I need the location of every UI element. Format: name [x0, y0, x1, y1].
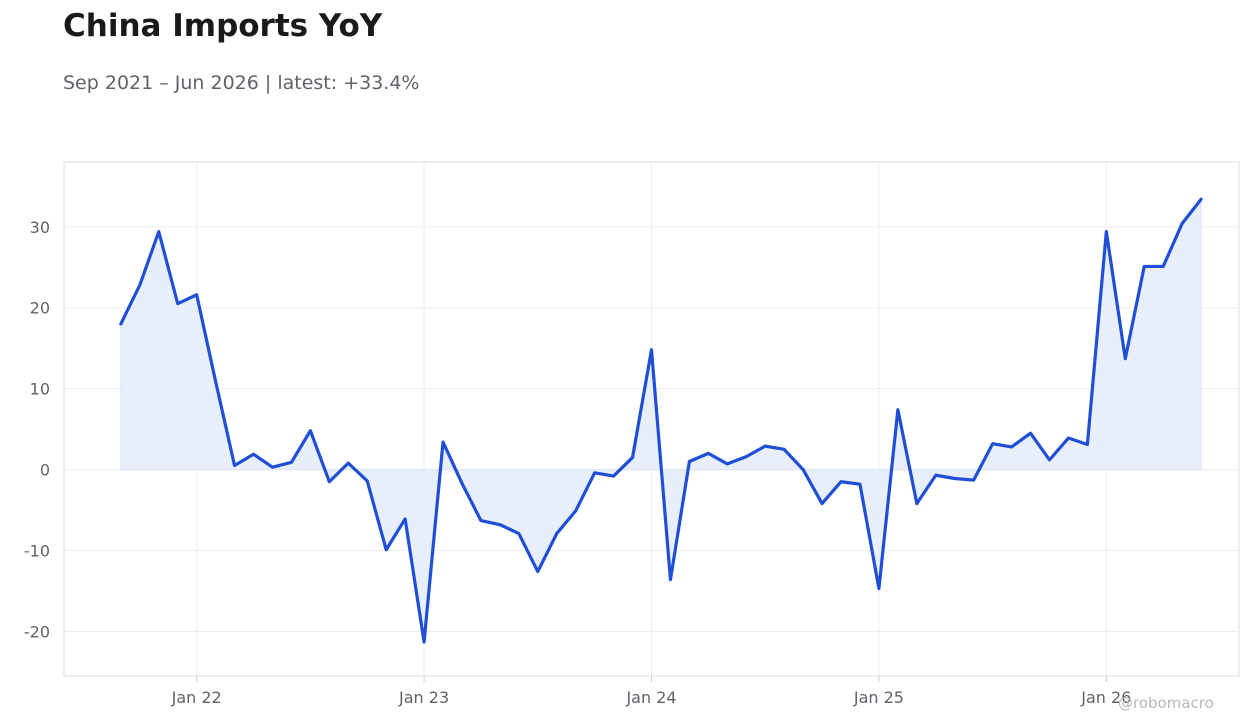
watermark: @robomacro	[1118, 694, 1214, 712]
data-point	[120, 323, 122, 325]
data-point	[764, 445, 766, 447]
data-point	[252, 453, 254, 455]
data-point	[991, 442, 993, 444]
data-point	[271, 466, 273, 468]
y-tick-label: -10	[24, 542, 50, 561]
series-area-fill	[120, 197, 1202, 643]
x-tick-label: Jan 26	[1080, 688, 1131, 707]
data-point	[556, 532, 558, 534]
data-point	[897, 408, 899, 410]
series-line	[119, 197, 1203, 644]
data-point	[177, 302, 179, 304]
data-point	[935, 474, 937, 476]
data-point	[423, 641, 425, 643]
x-tick-label: Jan 23	[398, 688, 449, 707]
data-point	[1162, 265, 1164, 267]
data-point	[840, 481, 842, 483]
data-point	[821, 502, 823, 504]
data-point	[593, 472, 595, 474]
data-point	[707, 452, 709, 454]
chart-subtitle: Sep 2021 – Jun 2026 | latest: +33.4%	[63, 72, 420, 94]
data-point	[309, 430, 311, 432]
data-point	[1200, 198, 1202, 200]
data-point	[669, 578, 671, 580]
x-tick-label: Jan 25	[853, 688, 904, 707]
data-point	[726, 463, 728, 465]
data-point	[972, 479, 974, 481]
x-tick-label: Jan 24	[625, 688, 676, 707]
data-point	[1143, 265, 1145, 267]
data-point	[574, 510, 576, 512]
data-point	[366, 480, 368, 482]
data-point	[385, 549, 387, 551]
y-tick-label: 20	[30, 299, 50, 318]
y-tick-label: 10	[30, 380, 50, 399]
y-tick-label: 0	[40, 461, 50, 480]
data-point	[499, 523, 501, 525]
data-point	[139, 284, 141, 286]
data-point	[688, 460, 690, 462]
data-point	[954, 477, 956, 479]
data-point	[537, 570, 539, 572]
data-point	[802, 468, 804, 470]
x-tick-label: Jan 22	[171, 688, 222, 707]
y-tick-label: -20	[24, 622, 50, 641]
data-point	[1105, 230, 1107, 232]
data-point	[745, 455, 747, 457]
data-point	[518, 532, 520, 534]
data-point	[328, 481, 330, 483]
series-points	[120, 198, 1203, 643]
data-point	[233, 464, 235, 466]
data-point	[631, 456, 633, 458]
y-tick-label: 30	[30, 218, 50, 237]
data-point	[442, 441, 444, 443]
data-point	[158, 230, 160, 232]
data-point	[214, 380, 216, 382]
data-point	[195, 294, 197, 296]
data-point	[650, 349, 652, 351]
data-point	[612, 475, 614, 477]
data-point	[878, 587, 880, 589]
data-point	[1086, 443, 1088, 445]
x-axis-tick-labels: Jan 22 Jan 23 Jan 24 Jan 25 Jan 26	[171, 688, 1132, 707]
data-point	[1124, 357, 1126, 359]
data-point	[1181, 222, 1183, 224]
data-point	[916, 502, 918, 504]
data-point	[859, 483, 861, 485]
data-point	[290, 461, 292, 463]
y-axis-tick-labels: 30 20 10 0 -10 -20	[24, 218, 50, 642]
data-point	[404, 518, 406, 520]
data-point	[1067, 437, 1069, 439]
data-point	[480, 519, 482, 521]
data-point	[1029, 432, 1031, 434]
chart-title: China Imports YoY	[63, 8, 383, 44]
data-point	[461, 482, 463, 484]
data-point	[1048, 459, 1050, 461]
data-point	[783, 448, 785, 450]
data-point	[1010, 446, 1012, 448]
data-point	[347, 462, 349, 464]
